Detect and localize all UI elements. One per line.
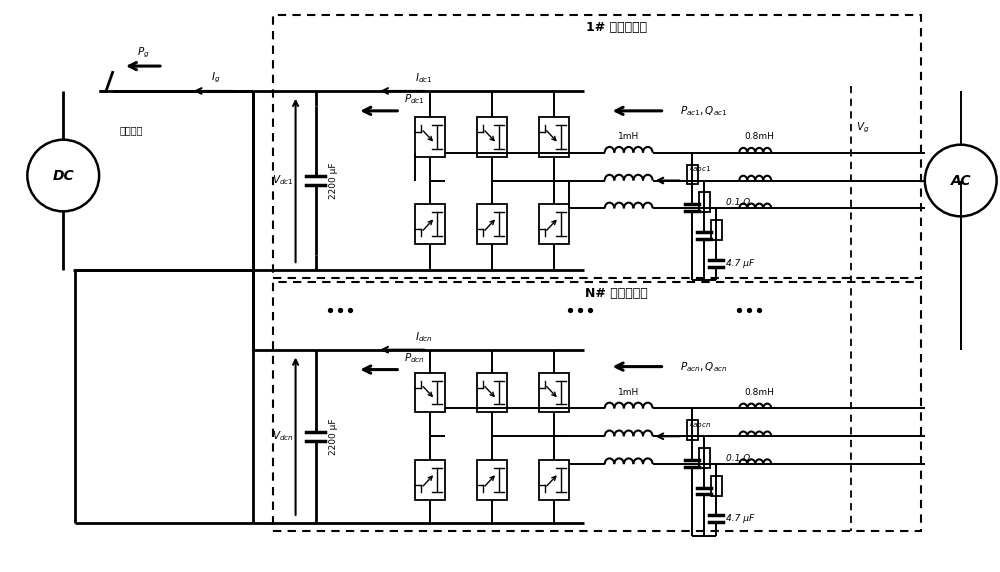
Text: 4.7 μF: 4.7 μF (726, 259, 754, 268)
Bar (539, 372, 569, 412)
Text: 1# 双向变换器: 1# 双向变换器 (586, 21, 647, 34)
Text: N# 双向变换器: N# 双向变换器 (585, 287, 648, 300)
Text: $P_{acn},Q_{acn}$: $P_{acn},Q_{acn}$ (680, 360, 727, 374)
Text: $P_{ac1},Q_{ac1}$: $P_{ac1},Q_{ac1}$ (680, 104, 727, 118)
Bar (711, 476, 722, 496)
Text: 4.7 μF: 4.7 μF (726, 514, 754, 523)
Text: $P_g$: $P_g$ (137, 46, 149, 60)
Bar (699, 448, 710, 468)
Text: 1mH: 1mH (618, 132, 639, 141)
Text: 2200 μF: 2200 μF (329, 418, 338, 455)
Text: $V_{dc1}$: $V_{dc1}$ (272, 174, 294, 188)
Text: 0.1 Ω: 0.1 Ω (726, 454, 750, 463)
Text: $I_{abcn}$: $I_{abcn}$ (689, 416, 712, 430)
Bar (711, 220, 722, 240)
Bar (477, 460, 507, 500)
Text: $P_{dcn}$: $P_{dcn}$ (404, 351, 425, 364)
Text: $I_{abc1}$: $I_{abc1}$ (689, 161, 712, 174)
Bar (415, 204, 445, 244)
Bar (273, 15, 921, 278)
Text: $V_{dcn}$: $V_{dcn}$ (272, 430, 294, 443)
Text: 0.8mH: 0.8mH (744, 132, 774, 141)
Text: $I_{dc1}$: $I_{dc1}$ (415, 71, 433, 85)
Text: 1mH: 1mH (618, 388, 639, 397)
Bar (687, 165, 698, 185)
Bar (415, 117, 445, 157)
Bar (273, 282, 921, 531)
Text: 2200 μF: 2200 μF (329, 162, 338, 198)
Bar (687, 420, 698, 440)
Bar (539, 117, 569, 157)
Text: AC: AC (950, 173, 971, 188)
Bar (415, 372, 445, 412)
Text: 0.8mH: 0.8mH (744, 388, 774, 397)
Bar (477, 117, 507, 157)
Text: 0.1 Ω: 0.1 Ω (726, 198, 750, 207)
Bar (477, 372, 507, 412)
Bar (539, 460, 569, 500)
Text: 电力开关: 电力开关 (119, 125, 143, 135)
Bar (699, 192, 710, 212)
Text: $P_{dc1}$: $P_{dc1}$ (404, 92, 425, 106)
Text: $V_g$: $V_g$ (856, 121, 869, 135)
Text: $I_{dcn}$: $I_{dcn}$ (415, 330, 433, 344)
Bar (539, 204, 569, 244)
Text: $I_g$: $I_g$ (211, 71, 220, 85)
Bar (415, 460, 445, 500)
Text: DC: DC (52, 169, 74, 182)
Bar (477, 204, 507, 244)
